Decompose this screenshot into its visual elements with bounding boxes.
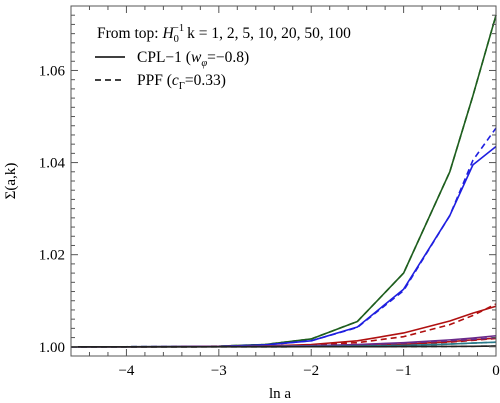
plot-frame	[70, 5, 497, 357]
y-tick-label: 1.02	[39, 248, 65, 264]
series-line-1	[70, 14, 497, 348]
legend-note: From top: H0−1 k = 1, 2, 5, 10, 20, 50, 1…	[97, 23, 351, 45]
x-tick-label: −1	[396, 363, 412, 379]
x-tick-label: −3	[211, 363, 227, 379]
series-line-13	[71, 345, 497, 348]
y-axis-title: Σ(a,k)	[3, 163, 19, 200]
legend-dashed-label: PPF (cΓ=0.33)	[137, 72, 226, 92]
x-tick-label: 0	[492, 363, 500, 379]
y-tick-label: 1.06	[39, 63, 66, 79]
series-line-0	[70, 14, 497, 348]
series-line-2	[70, 145, 497, 348]
series-layer	[70, 14, 497, 348]
legend: From top: H0−1 k = 1, 2, 5, 10, 20, 50, 1…	[95, 23, 351, 92]
series-line-3	[70, 127, 497, 348]
legend-solid-label: CPL−1 (wφ=−0.8)	[137, 49, 249, 69]
y-tick-label: 1.00	[39, 340, 65, 356]
x-axis-title: ln a	[269, 386, 291, 402]
x-tick-label: −2	[303, 363, 319, 379]
ticks-layer: −4 −3 −2 −1 0 1.00 1.02 1.04 1.06	[39, 6, 500, 379]
y-tick-label: 1.04	[39, 156, 66, 172]
x-tick-label: −4	[118, 363, 134, 379]
